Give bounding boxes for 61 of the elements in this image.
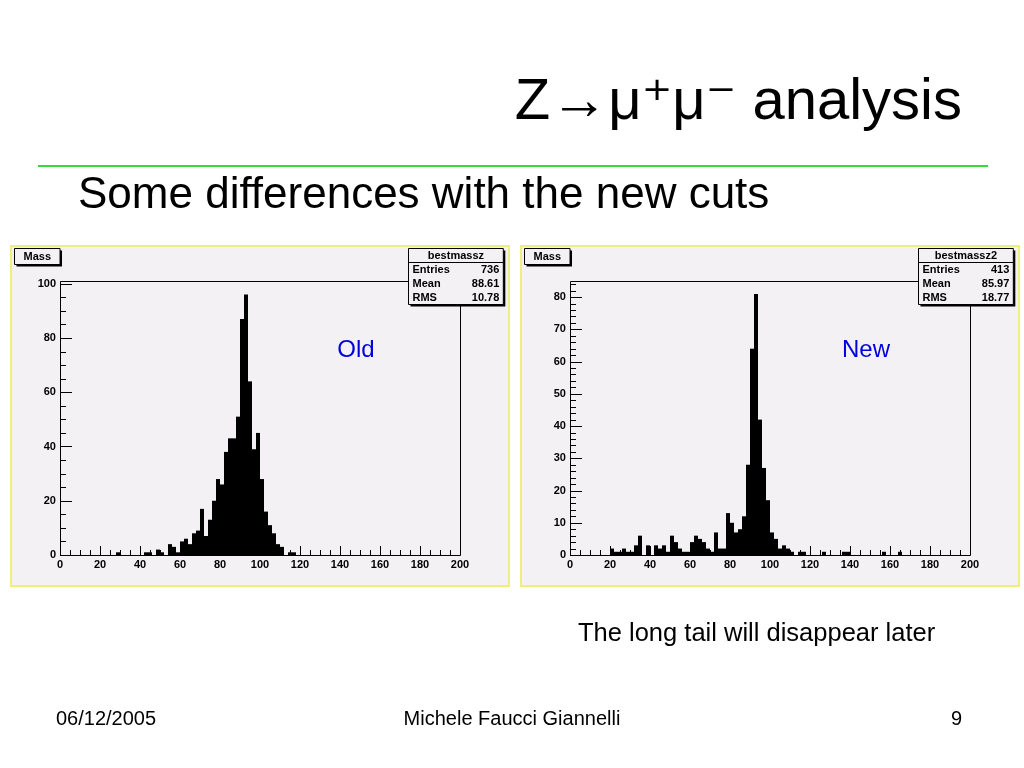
x-tick-label: 0: [56, 557, 64, 570]
text: 9: [951, 707, 963, 730]
y-tick-label: 20: [43, 493, 56, 506]
text: 06/12/2005: [56, 707, 157, 730]
x-tick-label: 40: [133, 557, 147, 570]
annotation: RMS: [922, 291, 947, 304]
x-tick-label: 160: [880, 557, 900, 570]
y-tick-label: 10: [553, 515, 566, 528]
y-tick-label: 0: [49, 548, 56, 561]
text: Michele Faucci Giannelli: [403, 707, 621, 730]
x-tick-label: 180: [410, 557, 430, 570]
x-tick-label: 200: [450, 557, 470, 570]
x-tick-label: 120: [800, 557, 820, 570]
text: 88.61: [471, 277, 500, 290]
x-tick-label: 60: [173, 557, 187, 570]
y-tick-label: 30: [553, 451, 566, 464]
x-tick-label: 40: [643, 557, 657, 570]
x-tick-label: 180: [920, 557, 940, 570]
x-tick-label: 160: [370, 557, 390, 570]
x-tick-label: 80: [723, 557, 737, 570]
annotation: Mean: [412, 277, 441, 290]
text: Entries: [922, 263, 960, 276]
y-tick-label: 50: [553, 386, 566, 399]
text: bestmassz2: [934, 249, 998, 262]
y-tick-label: 60: [43, 385, 56, 398]
x-tick-label: 120: [290, 557, 310, 570]
x-tick-label: 80: [213, 557, 227, 570]
text: Z→μ⁺μ⁻ analysis: [514, 66, 962, 133]
x-tick-label: 0: [566, 557, 574, 570]
y-tick-label: 40: [43, 439, 56, 452]
x-tick-label: 60: [683, 557, 697, 570]
x-tick-label: 140: [840, 557, 860, 570]
text: 18.77: [981, 291, 1010, 304]
text: 85.97: [981, 277, 1010, 290]
text: 10.78: [471, 291, 500, 304]
annotation: New: [841, 335, 891, 363]
text: Some differences with the new cuts: [78, 168, 770, 219]
y-tick-label: 60: [553, 354, 566, 367]
y-tick-label: 80: [43, 331, 56, 343]
y-tick-label: 20: [553, 483, 566, 496]
y-tick-label: 100: [37, 276, 56, 289]
x-tick-label: 20: [603, 557, 617, 570]
x-tick-label: 20: [93, 557, 107, 570]
x-tick-label: 140: [330, 557, 350, 570]
text: bestmassz: [427, 249, 485, 262]
y-tick-label: 40: [553, 419, 566, 432]
x-tick-label: 200: [960, 557, 980, 570]
text: Entries: [412, 263, 450, 276]
text: The long tail will disappear later: [578, 618, 936, 648]
text: 736: [480, 263, 500, 276]
chart-title: Mass: [533, 250, 562, 263]
y-tick-label: 0: [559, 548, 566, 561]
y-tick-label: 70: [553, 322, 566, 335]
annotation: Mean: [922, 277, 951, 290]
annotation: RMS: [412, 291, 437, 304]
x-tick-label: 100: [760, 557, 780, 570]
x-tick-label: 100: [250, 557, 270, 570]
chart-title: Mass: [23, 250, 52, 263]
text: 413: [990, 263, 1010, 276]
y-tick-label: 80: [553, 290, 566, 303]
annotation: Old: [337, 335, 375, 363]
